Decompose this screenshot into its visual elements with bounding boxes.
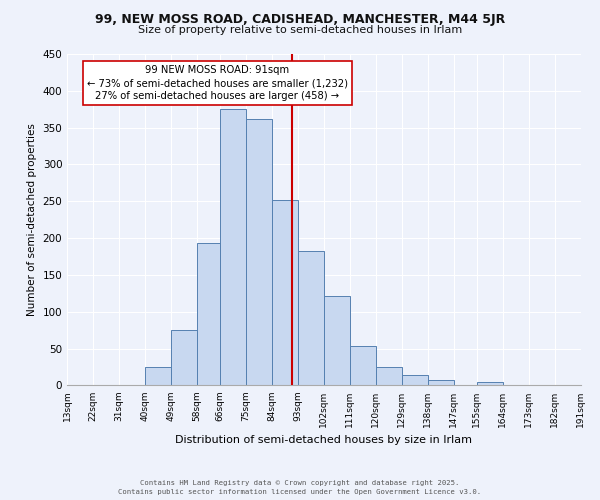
Bar <box>220 109 246 386</box>
Text: 99, NEW MOSS ROAD, CADISHEAD, MANCHESTER, M44 5JR: 99, NEW MOSS ROAD, CADISHEAD, MANCHESTER… <box>95 12 505 26</box>
X-axis label: Distribution of semi-detached houses by size in Irlam: Distribution of semi-detached houses by … <box>175 435 472 445</box>
Bar <box>401 375 428 386</box>
Bar <box>376 367 401 386</box>
Text: Size of property relative to semi-detached houses in Irlam: Size of property relative to semi-detach… <box>138 25 462 35</box>
Bar <box>246 119 272 386</box>
Bar <box>171 330 197 386</box>
Bar <box>324 296 350 386</box>
Bar <box>476 382 503 386</box>
Text: 99 NEW MOSS ROAD: 91sqm
← 73% of semi-detached houses are smaller (1,232)
27% of: 99 NEW MOSS ROAD: 91sqm ← 73% of semi-de… <box>86 65 347 102</box>
Bar <box>145 367 171 386</box>
Bar <box>272 200 298 386</box>
Bar <box>197 244 220 386</box>
Bar <box>298 250 324 386</box>
Text: Contains HM Land Registry data © Crown copyright and database right 2025.
Contai: Contains HM Land Registry data © Crown c… <box>118 480 482 495</box>
Y-axis label: Number of semi-detached properties: Number of semi-detached properties <box>27 124 37 316</box>
Bar <box>350 346 376 386</box>
Bar <box>428 380 454 386</box>
